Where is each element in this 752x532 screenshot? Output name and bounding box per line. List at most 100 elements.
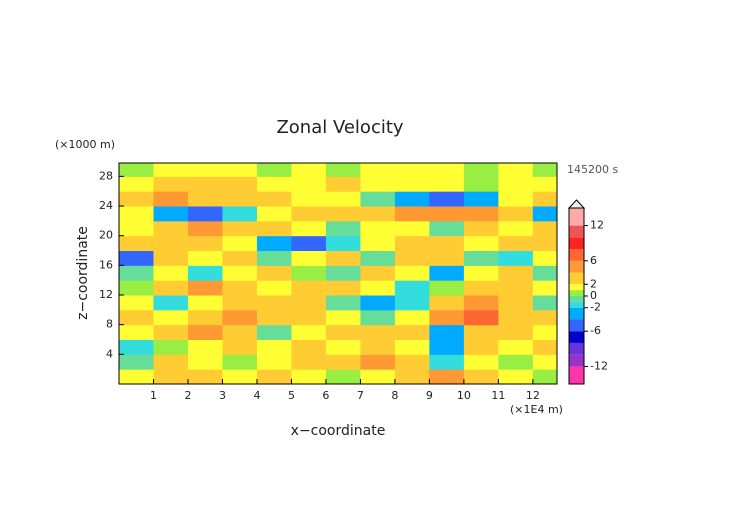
x-tick-label: 9 <box>426 389 433 402</box>
cell <box>394 369 430 384</box>
cell <box>256 354 292 370</box>
cell <box>325 176 361 192</box>
cell <box>291 369 327 384</box>
cell <box>394 354 430 370</box>
cell <box>222 324 258 341</box>
x-axis-label: x−coordinate <box>291 423 386 439</box>
y-tick-label: 4 <box>106 347 113 360</box>
cell <box>153 295 189 311</box>
cell <box>153 354 189 370</box>
cell <box>429 176 465 192</box>
cell <box>187 191 223 207</box>
cell <box>360 176 396 192</box>
x-tick-label: 11 <box>491 389 505 402</box>
chart-title: Zonal Velocity <box>276 117 403 138</box>
cell <box>325 354 361 370</box>
cell <box>222 369 258 384</box>
cell <box>325 339 361 355</box>
cell <box>153 280 189 296</box>
cell <box>394 176 430 192</box>
cell <box>291 235 327 252</box>
cell <box>153 309 189 326</box>
colorbar-segment <box>569 331 584 343</box>
cell <box>291 265 327 281</box>
y-tick-label: 12 <box>99 288 113 301</box>
cell <box>256 235 292 252</box>
cell <box>291 176 327 192</box>
cell <box>291 339 327 355</box>
cell <box>222 339 258 355</box>
cell <box>360 309 396 326</box>
y-tick-label: 8 <box>106 318 113 331</box>
cell <box>153 191 189 207</box>
colorbar-segment <box>569 249 584 261</box>
cell <box>498 235 534 252</box>
cell <box>360 295 396 311</box>
cell <box>222 206 258 222</box>
cell <box>325 309 361 326</box>
cell <box>394 265 430 281</box>
cell <box>291 295 327 311</box>
cell <box>291 250 327 266</box>
cell <box>498 295 534 311</box>
cell <box>291 191 327 207</box>
cell <box>187 369 223 384</box>
colorbar-segment <box>569 284 584 291</box>
cell <box>360 235 396 252</box>
cell <box>360 369 396 384</box>
colorbar-tick-label: 0 <box>590 289 597 302</box>
cell <box>394 235 430 252</box>
cell <box>360 280 396 296</box>
colorbar-segment <box>569 366 584 384</box>
colorbar-cap <box>567 199 586 209</box>
cell <box>256 191 292 207</box>
cell <box>153 176 189 192</box>
colorbar-segment <box>569 260 584 273</box>
cell <box>394 191 430 207</box>
cell <box>119 280 154 296</box>
cell <box>429 369 465 384</box>
x-tick-label: 2 <box>184 389 191 402</box>
cell <box>291 324 327 341</box>
cell <box>463 295 499 311</box>
cell <box>463 220 499 237</box>
cell <box>119 191 154 207</box>
cell <box>360 250 396 266</box>
cell <box>222 235 258 252</box>
cell <box>291 280 327 296</box>
plot-frame <box>118 162 558 385</box>
cell <box>360 265 396 281</box>
cell <box>463 163 499 177</box>
cell <box>153 163 189 177</box>
colorbar-tick-label: 6 <box>590 254 597 267</box>
cell <box>291 220 327 237</box>
cell <box>532 191 557 207</box>
cell <box>119 324 154 341</box>
colorbar-tick-label: -12 <box>590 359 608 372</box>
x-tick-label: 12 <box>526 389 540 402</box>
cell <box>498 250 534 266</box>
cell <box>360 206 396 222</box>
cell <box>394 250 430 266</box>
cell <box>325 265 361 281</box>
cell <box>429 280 465 296</box>
cell <box>153 265 189 281</box>
y-tick-label: 24 <box>99 199 113 212</box>
cell <box>429 354 465 370</box>
cell <box>498 354 534 370</box>
cell <box>463 206 499 222</box>
colorbar-segment <box>569 208 584 226</box>
y-tick-label: 16 <box>99 258 113 271</box>
cell <box>463 176 499 192</box>
cell <box>463 339 499 355</box>
x-tick-label: 10 <box>457 389 471 402</box>
cell <box>463 324 499 341</box>
cell <box>498 176 534 192</box>
x-unit: (×1E4 m) <box>510 403 563 416</box>
colorbar-segment <box>569 290 584 296</box>
cell <box>187 176 223 192</box>
cell <box>187 324 223 341</box>
cell <box>463 235 499 252</box>
cell <box>153 206 189 222</box>
cell <box>429 206 465 222</box>
